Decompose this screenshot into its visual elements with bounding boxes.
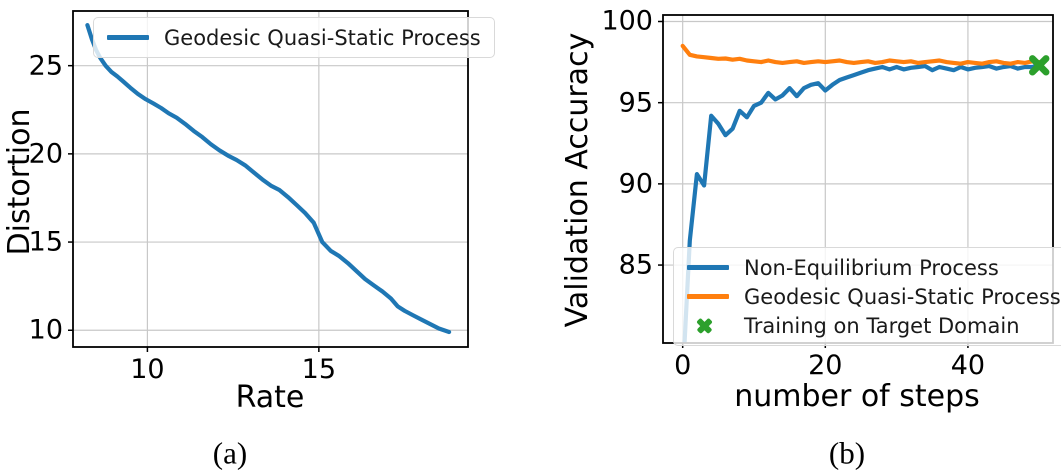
plot-a-legend: Geodesic Quasi-Static Process [93, 17, 495, 58]
y-tick-label: 85 [618, 249, 653, 281]
gridlines [73, 11, 468, 347]
plot-b-x-axis-label: number of steps [734, 379, 980, 414]
caption-b: (b) [828, 435, 866, 471]
series-line [85, 23, 452, 335]
plot-b-legend: Non-Equilibrium Process Geodesic Quasi-S… [673, 247, 1061, 346]
tick-marks [68, 64, 320, 352]
y-tick-label: 90 [618, 168, 653, 200]
x-tick-label: 40 [950, 350, 986, 381]
y-tick-label: 15 [28, 226, 63, 258]
green-x-marker-icon [687, 317, 729, 335]
y-tick-label: 20 [28, 138, 63, 170]
caption-a: (a) [212, 435, 248, 471]
x-tick-label: 0 [674, 350, 692, 381]
y-tick-label: 100 [601, 5, 653, 37]
x-tick-label: 15 [301, 354, 337, 385]
legend-label: Non-Equilibrium Process [744, 255, 999, 280]
x-tick-label: 10 [130, 354, 165, 385]
series-line [682, 63, 1042, 343]
legend-item-geodesic: Geodesic Quasi-Static Process [687, 282, 1061, 311]
plot-a-x-axis-label: Rate [235, 380, 305, 415]
y-tick-label: 95 [618, 87, 653, 119]
orange-line-swatch [687, 294, 729, 299]
series-line [680, 43, 1042, 66]
y-tick-label: 25 [28, 50, 63, 82]
legend-item-non-equilibrium: Non-Equilibrium Process [687, 253, 1061, 282]
x-tick-label: 20 [808, 350, 843, 381]
legend-item-target-training: Training on Target Domain [687, 311, 1061, 340]
legend-item-geodesic: Geodesic Quasi-Static Process [107, 23, 481, 52]
plot-spines [72, 10, 469, 348]
legend-label: Training on Target Domain [744, 313, 1020, 338]
plot-b-y-axis-label: Validation Accuracy [560, 32, 595, 328]
blue-line-swatch [107, 35, 149, 40]
legend-label: Geodesic Quasi-Static Process [164, 25, 481, 50]
y-tick-label: 10 [28, 314, 63, 346]
blue-line-swatch [687, 265, 729, 270]
legend-label: Geodesic Quasi-Static Process [744, 284, 1061, 309]
x-marker [1029, 55, 1050, 76]
